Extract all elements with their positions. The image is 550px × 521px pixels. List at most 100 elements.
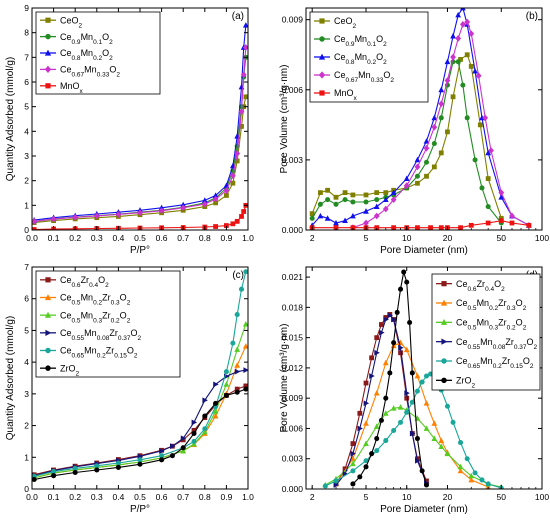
data-point-Ce08Mn02O2 — [438, 86, 445, 93]
legend-item-Ce05Mn02Zr03O2: Ce0.5Mn0.2Zr0.3O2 — [40, 293, 131, 306]
legend-item-Ce055Mn008Zr037O2: Ce0.55Mn0.08Zr0.37O2 — [40, 328, 142, 342]
data-point-Ce067Mn033O2 — [50, 215, 57, 223]
data-point-Ce08Mn02O2 — [317, 212, 324, 219]
legend-text-part: O — [98, 275, 105, 285]
data-point-ZrO2 — [374, 436, 380, 442]
data-point-Ce05Mn02Zr03O2 — [431, 420, 438, 426]
data-point-Ce055Mn008Zr037O2 — [180, 435, 187, 442]
data-point-Ce065Mn02Zr015O2 — [464, 456, 470, 462]
legend-label: Ce0.65Mn0.2Zr0.15O2 — [60, 346, 138, 360]
legend-label: Ce0.55Mn0.08Zr0.37O2 — [456, 337, 538, 351]
legend-item-Ce067Mn033O2: Ce0.67Mn0.33O2 — [40, 65, 120, 78]
legend-text-part: O — [127, 346, 134, 356]
data-point-Ce065Mn02Zr015O2 — [51, 469, 57, 475]
legend-text-part: Mn — [355, 34, 368, 44]
data-point-Ce08Mn02O2 — [423, 138, 430, 144]
data-point-MnOx — [32, 227, 37, 230]
data-point-Ce055Mn008Zr037O2 — [234, 368, 241, 375]
data-point-CeO2 — [309, 211, 315, 217]
data-point-MnOx — [350, 225, 356, 230]
data-point-Ce06Zr04O2 — [191, 427, 197, 433]
legend-subscript: 0.67 — [346, 77, 359, 84]
data-point-Ce055Mn008Zr037O2 — [404, 390, 410, 397]
y-tick-label: 3 — [24, 389, 29, 399]
data-point-Ce05Mn03Zr02O2 — [212, 408, 219, 414]
legend-label: ZrO2 — [456, 376, 476, 390]
data-point-Ce08Mn02O2 — [242, 22, 248, 28]
data-point-Ce065Mn02Zr015O2 — [414, 388, 420, 394]
data-point-Ce065Mn02Zr015O2 — [239, 286, 245, 292]
legend-subscript: 0.2 — [111, 317, 120, 324]
legend-text-part: O — [516, 298, 523, 308]
legend-label: Ce0.8Mn0.2O2 — [334, 52, 387, 65]
x-axis-label: Pore Diameter (nm) — [380, 504, 468, 515]
x-tick-label: 0.3 — [91, 492, 103, 502]
data-point-MnOx — [224, 223, 229, 228]
data-point-Ce055Mn008Zr037O2 — [191, 419, 198, 426]
data-point-Ce05Mn03Zr02O2 — [382, 410, 389, 416]
legend-subscript: 2 — [138, 335, 142, 342]
legend-text-part: Ce — [60, 293, 72, 303]
y-tick-label: 2 — [24, 421, 29, 431]
y-tick-label: 8 — [24, 28, 29, 38]
data-point-Ce05Mn02Zr03O2 — [403, 346, 410, 353]
data-point-Ce05Mn02Zr03O2 — [373, 390, 380, 396]
legend-swatch-marker — [45, 365, 51, 371]
y-tick-label: 0 — [24, 484, 29, 494]
data-point-Ce055Mn008Zr037O2 — [398, 344, 404, 351]
legend-text-part: O — [131, 328, 138, 338]
legend-subscript: 0.08 — [493, 343, 506, 350]
legend-label: MnOx — [334, 88, 358, 102]
legend-swatch-marker — [441, 358, 447, 364]
data-point-Ce055Mn008Zr037O2 — [357, 425, 363, 432]
legend-text-part: O — [516, 318, 523, 328]
data-point-Ce05Mn03Zr02O2 — [468, 472, 475, 479]
data-point-ZrO2 — [72, 469, 78, 476]
y-tick-label: 0.006 — [282, 423, 304, 433]
data-point-Ce065Mn02Zr015O2 — [450, 419, 456, 425]
data-point-Ce067Mn033O2 — [373, 212, 380, 220]
data-point-CeO2 — [342, 190, 348, 196]
legend-subscript: 2 — [530, 363, 534, 370]
legend-swatch-marker — [319, 90, 325, 96]
x-tick-label: 0.1 — [48, 492, 60, 502]
y-tick-label: 7 — [24, 262, 29, 272]
panel-a-adsorption-isotherms: 0.0 0.1 0.2 0.3 0.4 0.5 0.6 0.7 0.8 0.9 1.0 0 1 2 3 4 5 6… — [5, 3, 254, 256]
legend-text-part: MnO — [60, 81, 80, 91]
data-point-Ce08Mn02O2 — [455, 11, 462, 18]
series-line-Ce065Mn02Zr015O2 — [34, 271, 247, 477]
legend-text-part: O — [120, 293, 127, 303]
legend-subscript: 0.2 — [493, 363, 502, 370]
legend-swatch-marker — [45, 347, 51, 354]
legend-text-part: Zr — [477, 279, 486, 289]
data-point-CeO2 — [234, 158, 240, 164]
legend-item-CeO2: CeO2 — [314, 16, 357, 30]
legend-text-part: Mn — [355, 52, 368, 62]
legend-item-ZrO2: ZrO2 — [436, 376, 476, 390]
data-point-ZrO2 — [394, 309, 400, 315]
data-point-Ce05Mn02Zr03O2 — [468, 476, 475, 483]
data-point-Ce05Mn02Zr03O2 — [234, 362, 241, 368]
y-tick-label: 6 — [24, 294, 29, 304]
legend-swatch-marker — [440, 299, 448, 306]
legend-label: CeO2 — [60, 15, 83, 29]
data-point-MnOx — [468, 222, 474, 228]
x-tick-label: 1.0 — [242, 492, 254, 502]
legend-subscript: 0.6 — [468, 285, 477, 292]
data-point-Ce065Mn02Zr015O2 — [94, 463, 100, 469]
data-point-Ce067Mn033O2 — [137, 209, 143, 217]
data-point-MnOx — [438, 225, 444, 230]
legend-item-Ce067Mn033O2: Ce0.67Mn0.33O2 — [314, 70, 394, 84]
series-Ce09Mn01O2 — [309, 59, 504, 226]
legend-text-part: CeO — [60, 15, 79, 25]
data-point-Ce055Mn008Zr037O2 — [415, 457, 421, 464]
data-point-CeO2 — [363, 192, 369, 198]
legend-swatch-marker — [318, 71, 326, 79]
data-point-CeO2 — [374, 190, 380, 196]
data-point-Ce055Mn008Zr037O2 — [363, 400, 370, 407]
legend-item-Ce08Mn02O2: Ce0.8Mn0.2O2 — [314, 52, 387, 66]
legend-label: Ce0.5Mn0.3Zr0.2O2 — [456, 318, 527, 332]
y-tick-label: 1 — [24, 452, 29, 462]
data-point-Ce065Mn02Zr015O2 — [419, 379, 425, 385]
data-point-Ce067Mn033O2 — [72, 214, 79, 221]
